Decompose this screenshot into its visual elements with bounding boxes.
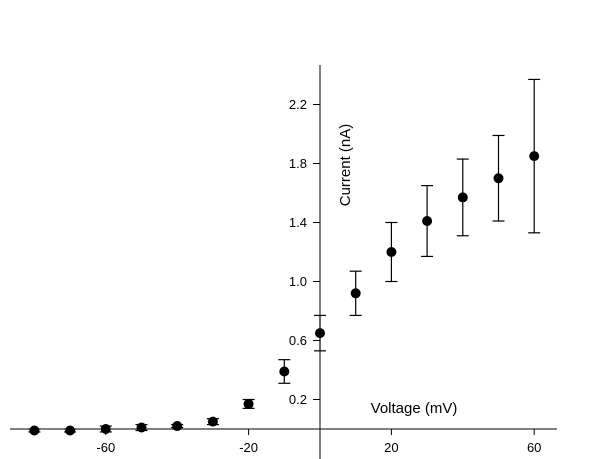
- error-bars: [28, 78, 541, 433]
- x-tick-label: -20: [239, 440, 258, 455]
- data-point: [207, 416, 218, 427]
- data-point: [529, 151, 540, 162]
- y-axis-label: Current (nA): [337, 124, 354, 207]
- data-point: [386, 247, 397, 257]
- y-tick-label: 2.2: [289, 97, 307, 112]
- data-point: [350, 288, 361, 299]
- x-tick-label: 60: [527, 440, 541, 455]
- x-tick-label: 20: [384, 440, 398, 455]
- data-point: [493, 173, 504, 184]
- y-ticks: 0.2 0.6 1.0 1.4 1.8 2.2: [289, 97, 320, 407]
- x-ticks: -60 -20 20 60: [96, 429, 541, 455]
- data-point: [65, 425, 76, 436]
- x-axis-label: Voltage (mV): [371, 400, 458, 417]
- x-tick-label: -60: [96, 440, 115, 455]
- data-point: [136, 422, 147, 433]
- data-points: [29, 151, 540, 436]
- data-point: [172, 421, 183, 432]
- y-tick-label: 1.0: [289, 274, 307, 289]
- data-point: [29, 425, 40, 436]
- y-tick-label: 1.4: [289, 215, 307, 230]
- data-point: [279, 366, 290, 377]
- y-tick-label: 1.8: [289, 156, 307, 171]
- data-point: [457, 192, 468, 203]
- y-tick-label: 0.6: [289, 333, 307, 348]
- data-point: [243, 398, 254, 409]
- data-point: [422, 216, 433, 227]
- y-tick-label: 0.2: [289, 392, 307, 407]
